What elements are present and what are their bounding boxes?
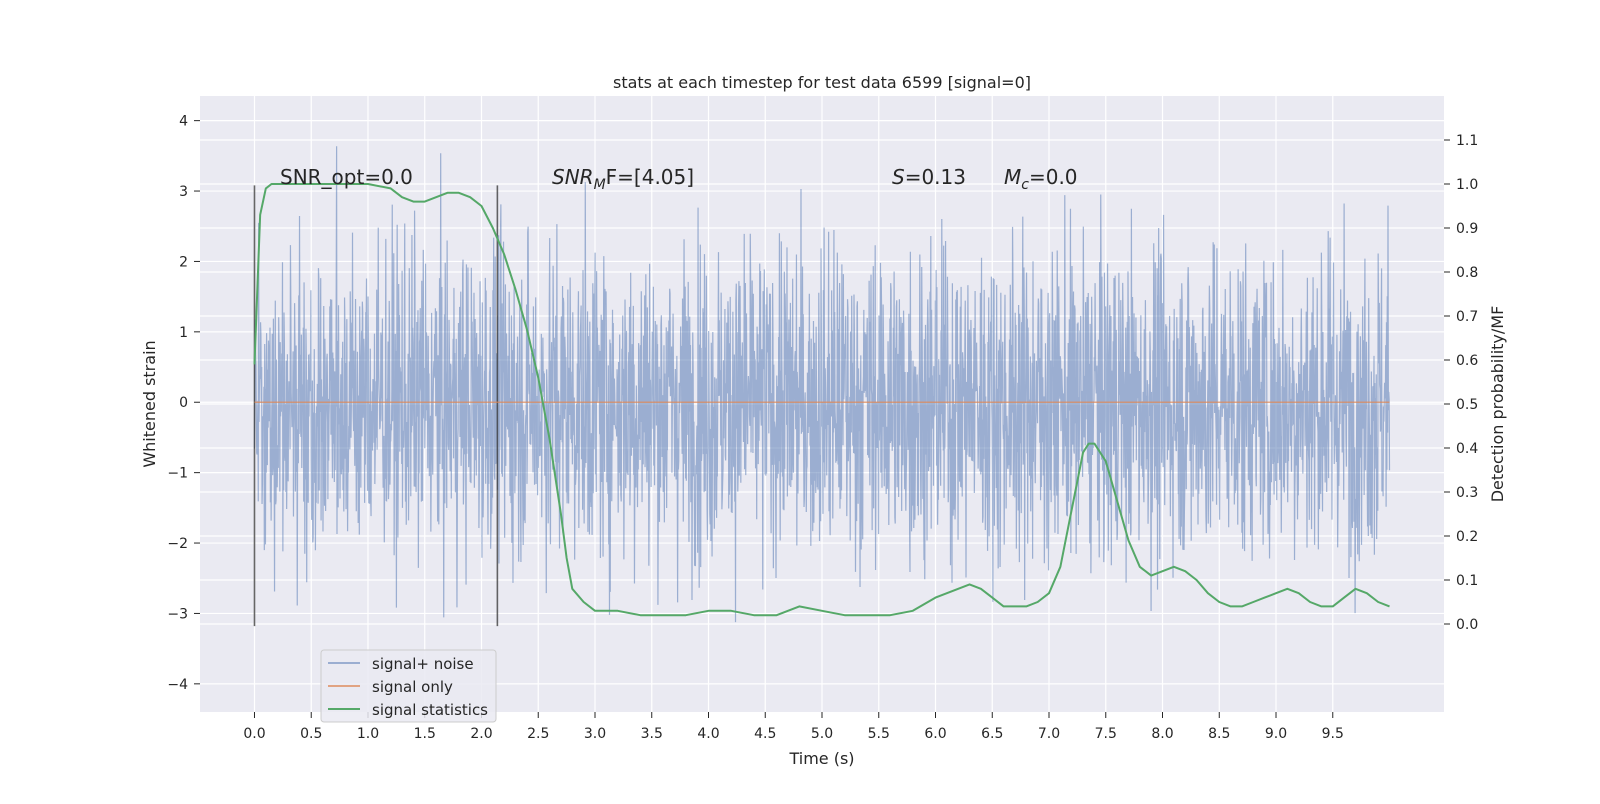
y-right-tick-label: 0.6 xyxy=(1456,353,1478,369)
legend-box xyxy=(320,649,497,723)
legend-label-signal-statistics: signal statistics xyxy=(372,701,488,719)
x-tick-label: 9.0 xyxy=(1265,726,1287,742)
y-right-tick-label: 0.3 xyxy=(1456,485,1478,501)
noise-series xyxy=(253,146,1391,623)
annotation-s-rest: =0.13 xyxy=(905,165,966,189)
x-tick-label: 7.0 xyxy=(1038,726,1060,742)
x-tick-label: 6.5 xyxy=(981,726,1003,742)
annotation-s-base: S xyxy=(892,165,905,189)
annotation-snr-opt: SNR_opt=0.0 xyxy=(280,165,413,189)
annotation-snr-mf: SNRMF=[4.05] xyxy=(552,165,694,193)
x-tick-label: 4.0 xyxy=(697,726,719,742)
x-tick-label: 2.0 xyxy=(470,726,492,742)
annotations: SNR_opt=0.0 SNRMF=[4.05] S=0.13 Mc=0.0 xyxy=(280,165,1078,193)
y-right-tick-label: 1.1 xyxy=(1456,133,1478,149)
y-right-tick-label: 1.0 xyxy=(1456,177,1478,193)
vertical-markers xyxy=(253,185,499,627)
annotation-snr-mf-sub: M xyxy=(594,177,606,193)
x-tick-label: 8.0 xyxy=(1151,726,1173,742)
y-right-tick-label: 0.2 xyxy=(1456,529,1478,545)
annotation-mc-rest: =0.0 xyxy=(1029,165,1078,189)
y-right-tick-label: 0.4 xyxy=(1456,441,1478,457)
noise-line xyxy=(253,146,1391,623)
y-right-tick-label: 0.5 xyxy=(1456,397,1478,413)
annotation-mc: Mc=0.0 xyxy=(1004,165,1078,193)
x-tick-label: 8.5 xyxy=(1208,726,1230,742)
y-right-tick-label: 0.8 xyxy=(1456,265,1478,281)
y-left-tick-label: −4 xyxy=(167,677,188,693)
legend: signal+ noise signal only signal statist… xyxy=(320,649,497,723)
signal-statistics-series xyxy=(253,183,1390,617)
y-left-tick-label: 1 xyxy=(179,325,188,341)
annotation-snr-mf-base: SNR xyxy=(552,165,594,189)
x-tick-label: 1.0 xyxy=(357,726,379,742)
y-axis-label-right: Detection probability/MF xyxy=(1488,306,1507,503)
x-tick-label: 2.5 xyxy=(527,726,549,742)
y-right-tick-label: 0.9 xyxy=(1456,221,1478,237)
annotation-s: S=0.13 xyxy=(892,165,966,189)
y-left-tick-label: 3 xyxy=(179,184,188,200)
x-tick-label: 5.5 xyxy=(868,726,890,742)
x-tick-label: 3.5 xyxy=(641,726,663,742)
y-left-tick-label: −3 xyxy=(167,606,188,622)
y-right-tick-label: 0.7 xyxy=(1456,309,1478,325)
x-axis-label: Time (s) xyxy=(788,749,854,768)
chart-title: stats at each timestep for test data 659… xyxy=(613,73,1031,92)
x-tick-label: 7.5 xyxy=(1095,726,1117,742)
signal-statistics-line xyxy=(253,183,1390,617)
legend-label-signal-noise: signal+ noise xyxy=(372,655,474,673)
axis-ticks: 0.0 0.5 1.0 1.5 2.0 2.5 3.0 3.5 4.0 4.5 5.0 5.5 6.0 6… xyxy=(167,114,1478,742)
y-left-tick-label: 2 xyxy=(179,254,188,270)
x-tick-label: 9.5 xyxy=(1322,726,1344,742)
x-tick-label: 3.0 xyxy=(584,726,606,742)
y-right-tick-label: 0.1 xyxy=(1456,573,1478,589)
y-axis-label-left: Whitened strain xyxy=(140,340,159,467)
legend-label-signal-only: signal only xyxy=(372,678,453,696)
annotation-snr-mf-rest: F=[4.05] xyxy=(606,165,694,189)
y-right-tick-label: 0.0 xyxy=(1456,617,1478,633)
x-tick-label: 1.5 xyxy=(414,726,436,742)
x-tick-label: 4.5 xyxy=(754,726,776,742)
annotation-mc-sub: c xyxy=(1021,177,1029,193)
x-tick-label: 0.5 xyxy=(300,726,322,742)
y-left-tick-label: 4 xyxy=(179,114,188,130)
x-tick-label: 5.0 xyxy=(811,726,833,742)
x-tick-label: 6.0 xyxy=(924,726,946,742)
annotation-mc-base: M xyxy=(1004,165,1021,189)
y-left-tick-label: −1 xyxy=(167,466,188,482)
x-tick-label: 0.0 xyxy=(243,726,265,742)
y-left-tick-label: −2 xyxy=(167,536,188,552)
y-left-tick-label: 0 xyxy=(179,395,188,411)
